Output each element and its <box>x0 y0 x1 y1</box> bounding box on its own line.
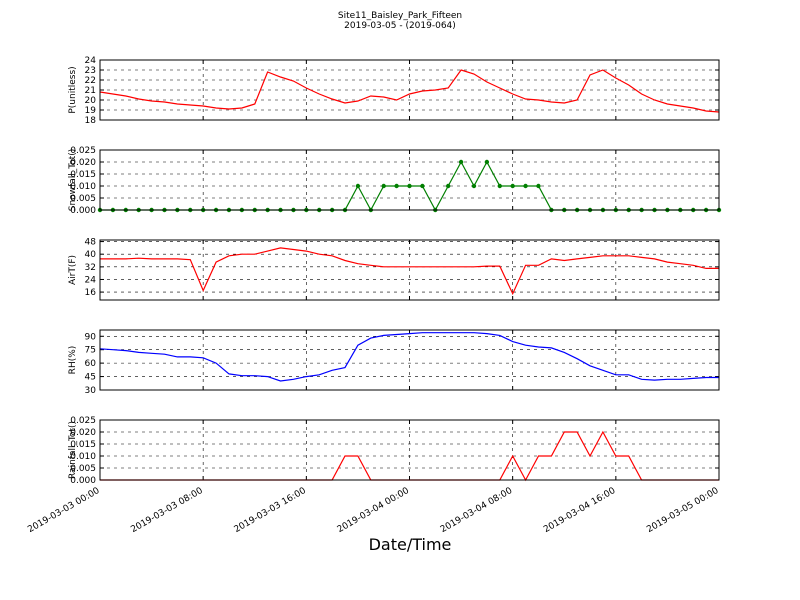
plot-frame <box>99 239 720 301</box>
y-tick-label: 22 <box>85 76 96 86</box>
data-point <box>536 183 541 189</box>
plot-frame <box>99 419 720 481</box>
y-tick-label: 0.025 <box>70 146 96 156</box>
data-line <box>99 69 720 113</box>
data-point <box>471 183 477 189</box>
y-tick-label: 24 <box>85 275 97 285</box>
y-tick-label: 0.015 <box>70 440 96 450</box>
y-tick-label: 0.015 <box>70 170 96 180</box>
y-tick-label: 90 <box>85 332 97 342</box>
data-point <box>394 183 399 189</box>
y-tick-label: 18 <box>85 116 97 126</box>
y-axis-label: AirT(F) <box>68 255 78 285</box>
data-line <box>100 247 719 296</box>
data-point <box>420 183 425 189</box>
data-point <box>523 183 528 189</box>
data-point <box>445 183 451 189</box>
data-point <box>407 183 412 189</box>
y-tick-label: 0.025 <box>70 416 96 426</box>
y-tick-label: 23 <box>85 66 96 76</box>
y-tick-label: 48 <box>85 238 97 248</box>
y-tick-label: 40 <box>85 250 97 260</box>
y-axis-label: RH(%) <box>68 346 78 375</box>
y-tick-label: 0.005 <box>70 464 96 474</box>
chart-subtitle: 2019-03-05 - (2019-064) <box>344 21 456 31</box>
y-tick-label: 60 <box>85 359 97 369</box>
y-tick-label: 24 <box>85 56 97 66</box>
data-line <box>99 332 719 382</box>
y-tick-label: 0.010 <box>70 452 96 462</box>
y-tick-label: 75 <box>85 346 96 356</box>
y-tick-label: 0.000 <box>70 206 96 216</box>
data-point <box>510 183 515 189</box>
data-point <box>355 183 361 189</box>
y-tick-label: 32 <box>85 263 96 273</box>
chart-title: Site11_Baisley_Park_Fifteen <box>338 11 462 21</box>
y-tick-label: 0.020 <box>70 158 96 168</box>
data-point <box>484 159 490 165</box>
y-tick-label: 45 <box>85 373 96 383</box>
y-tick-label: 0.020 <box>70 428 96 438</box>
data-point <box>458 159 464 165</box>
y-tick-label: 19 <box>85 106 97 116</box>
y-tick-label: 0.005 <box>70 194 96 204</box>
y-tick-label: 20 <box>85 96 97 106</box>
y-tick-label: 21 <box>85 86 96 96</box>
plot-frame <box>99 149 720 211</box>
plot-frame <box>99 59 720 121</box>
data-point <box>497 183 502 189</box>
x-axis-label: Date/Time <box>369 535 452 554</box>
y-tick-label: 30 <box>85 386 97 396</box>
plot-frame <box>99 329 720 391</box>
data-point <box>381 183 386 189</box>
y-tick-label: 0.000 <box>70 476 96 486</box>
y-axis-label: Snowfall_Tot() <box>68 149 78 212</box>
y-tick-label: 0.010 <box>70 182 96 192</box>
y-axis-label: Rainfall_Tot() <box>68 421 78 479</box>
y-tick-label: 16 <box>85 288 97 298</box>
y-axis-label: P(unitless) <box>68 66 78 113</box>
